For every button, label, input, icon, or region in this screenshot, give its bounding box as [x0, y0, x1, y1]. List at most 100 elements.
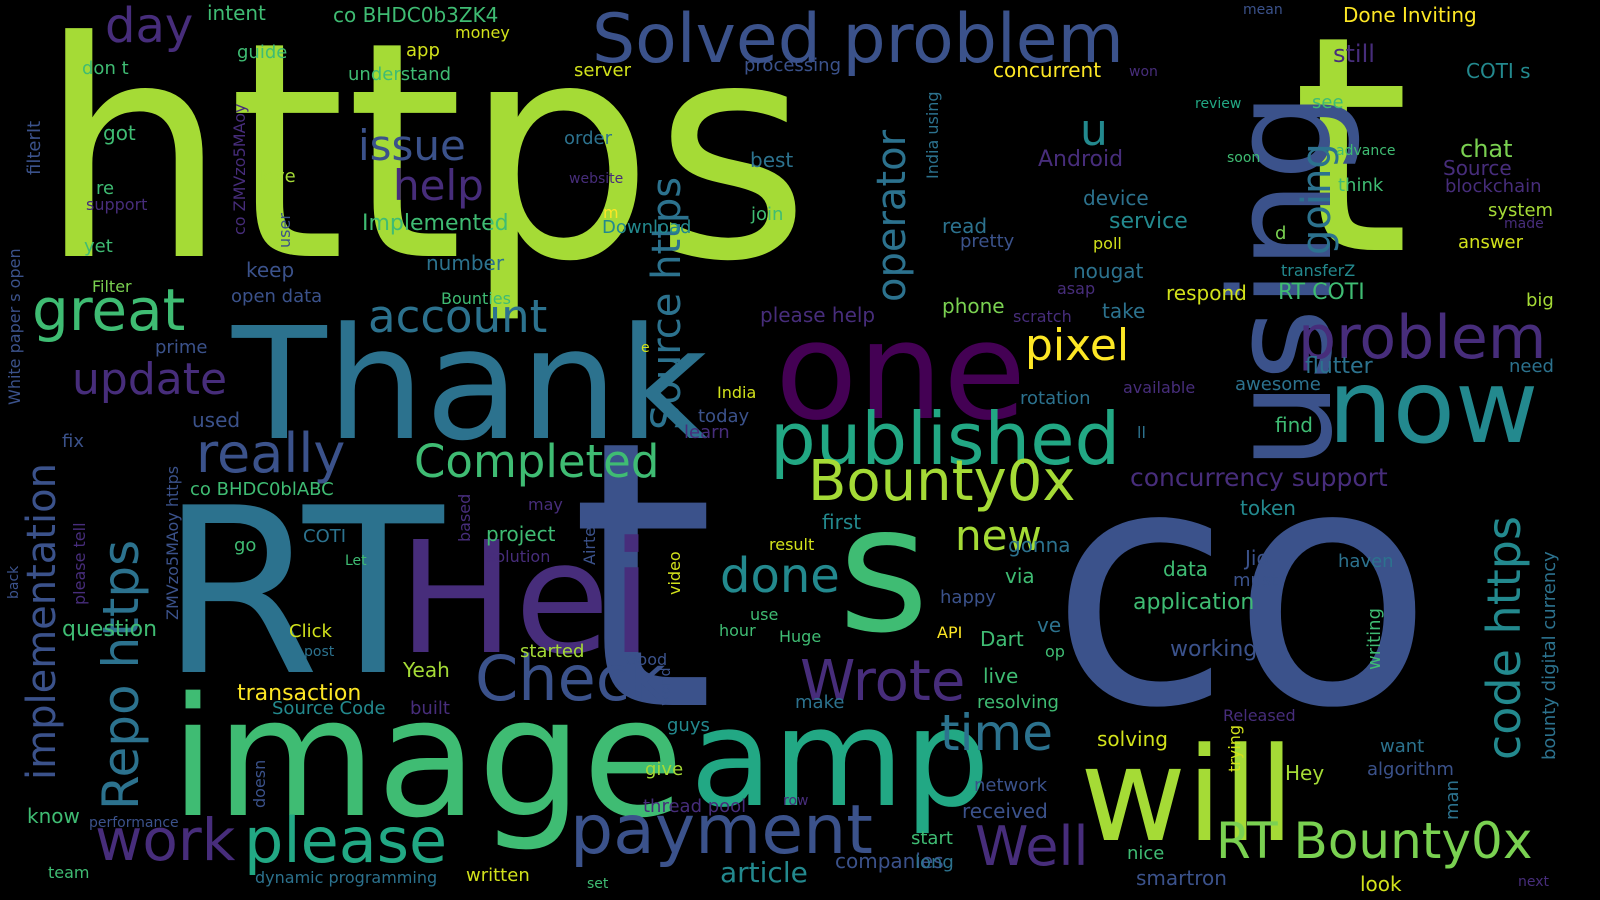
word-coti-s-52: COTI s	[1466, 59, 1531, 83]
word-review-128: review	[1195, 96, 1241, 112]
word-dart-97: Dart	[980, 627, 1024, 651]
word-start-107: start	[911, 828, 953, 849]
word-still-54: still	[1333, 40, 1375, 68]
word-payment-17: payment	[570, 791, 873, 870]
word-rt-coti-69: RT COTI	[1278, 280, 1365, 305]
word-ve-95: ve	[1037, 613, 1061, 637]
word-got-136: got	[103, 121, 136, 145]
word-respond-68: respond	[1166, 281, 1247, 305]
word-mean-127: mean	[1243, 2, 1283, 18]
word-please-help-84: please help	[760, 303, 875, 327]
word-look-112: look	[1360, 872, 1402, 896]
word-filter-149: Filter	[92, 277, 132, 296]
word-big-71: big	[1526, 290, 1554, 311]
word-awesome-74: awesome	[1235, 374, 1321, 395]
word-give-175: give	[645, 759, 683, 780]
word-open-data-151: open data	[231, 286, 322, 307]
word-next-113: next	[1518, 874, 1550, 890]
word-india-80: India	[717, 383, 756, 402]
word-e-197: e	[641, 340, 650, 356]
word-published-15: published	[770, 397, 1120, 481]
word-please-tell-186: please tell	[70, 522, 89, 605]
word-website-140: website	[569, 171, 623, 187]
word-asap-67: asap	[1057, 279, 1095, 298]
word-long-109: long	[915, 852, 954, 873]
word-fix-154: fix	[62, 431, 84, 452]
word-solved-problem-14: Solved problem	[592, 0, 1124, 79]
word-android-60: Android	[1038, 147, 1123, 172]
word-t-2: t	[570, 363, 715, 793]
word-nice-110: nice	[1127, 843, 1164, 864]
word-pixel-35: pixel	[1025, 320, 1129, 371]
word-take-83: take	[1102, 299, 1145, 323]
word-click-168: Click	[289, 621, 332, 642]
word-service-62: service	[1109, 209, 1188, 234]
word-think-132: think	[1338, 175, 1384, 196]
word-algorithm-104: algorithm	[1367, 759, 1454, 780]
word-love-139: love	[258, 166, 296, 187]
word-co-zmvzo5maoy-188: co ZMVzo5MAoy	[230, 104, 249, 235]
word-doesn-195: doesn	[250, 760, 269, 808]
word-written-182: written	[466, 865, 530, 886]
word-amp-12: amp	[690, 680, 990, 837]
word-now-9: now	[1328, 348, 1538, 467]
word-operator-42: operator	[869, 129, 915, 302]
word-completed-23: Completed	[414, 435, 659, 488]
word-read-63: read	[942, 214, 987, 238]
word-co-3: co	[1050, 396, 1433, 780]
word-hey-102: Hey	[1285, 761, 1324, 785]
word-bounty0x-20: Bounty0x	[808, 449, 1076, 514]
word-t-1: t	[1292, 0, 1410, 321]
word-happy-94: happy	[940, 587, 996, 608]
word-airtel-192: Airtel	[580, 522, 599, 565]
word-bounties-150: Bounties	[441, 289, 511, 308]
word-re-144: re	[96, 178, 114, 199]
word-system-58: system	[1488, 200, 1553, 221]
word-join-141: join	[750, 204, 783, 225]
word-solution-160: solution	[487, 547, 550, 566]
word-ll-198: ll	[1137, 423, 1146, 442]
word-rt-bounty0x-19: RT Bounty0x	[1216, 812, 1532, 870]
word-one-8: one	[775, 293, 1026, 450]
word-time-33: time	[940, 704, 1053, 762]
word-download-143: Download	[602, 217, 691, 238]
word-issue-27: issue	[358, 121, 466, 170]
word-won-126: won	[1129, 64, 1158, 80]
word-via-93: via	[1005, 564, 1035, 588]
word-solving-101: solving	[1097, 727, 1168, 751]
word-source-https-41: Source https	[644, 177, 690, 430]
word-token-85: token	[1240, 496, 1296, 520]
word-co-bhdc0blabc-155: co BHDC0blABC	[190, 479, 334, 500]
word-learn-78: learn	[684, 422, 730, 443]
word-let-163: Let	[345, 553, 367, 569]
word-answer-59: answer	[1458, 232, 1524, 253]
word-started-170: started	[520, 641, 584, 662]
word-going-43: going	[1294, 143, 1340, 255]
word-support-145: support	[86, 195, 147, 214]
word-account-26: account	[368, 290, 547, 343]
word-today-79: today	[698, 406, 750, 427]
word-white-paper-s-open-185: White paper s open	[5, 248, 24, 405]
word-d-134: d	[1275, 223, 1286, 244]
word-poll-65: poll	[1093, 234, 1122, 253]
word-article-44: article	[720, 856, 808, 889]
word-rt-4: RT	[160, 460, 445, 727]
word-u-37: u	[1080, 105, 1108, 156]
word-companies-108: companies	[835, 849, 944, 873]
word-nougat-66: nougat	[1073, 259, 1144, 283]
word-data-86: data	[1163, 557, 1208, 581]
word-blockchain-57: blockchain	[1445, 176, 1542, 197]
word-filterit-184: filterIt	[24, 121, 45, 175]
word-transaction-46: transaction	[237, 681, 361, 706]
word-work-31: work	[95, 806, 236, 874]
word-wrote-21: Wrote	[800, 649, 965, 714]
word-repo-https-39: Repo https	[92, 540, 150, 810]
word-available-75: available	[1123, 378, 1195, 397]
word-go-162: go	[234, 535, 256, 556]
word-hei-10: Hei	[398, 508, 653, 689]
word-using-7: using	[1201, 92, 1364, 470]
word-question-49: question	[62, 617, 157, 642]
word-coti-156: COTI	[303, 526, 346, 547]
word-update-29: update	[72, 354, 227, 405]
word-intent-118: intent	[207, 1, 266, 25]
